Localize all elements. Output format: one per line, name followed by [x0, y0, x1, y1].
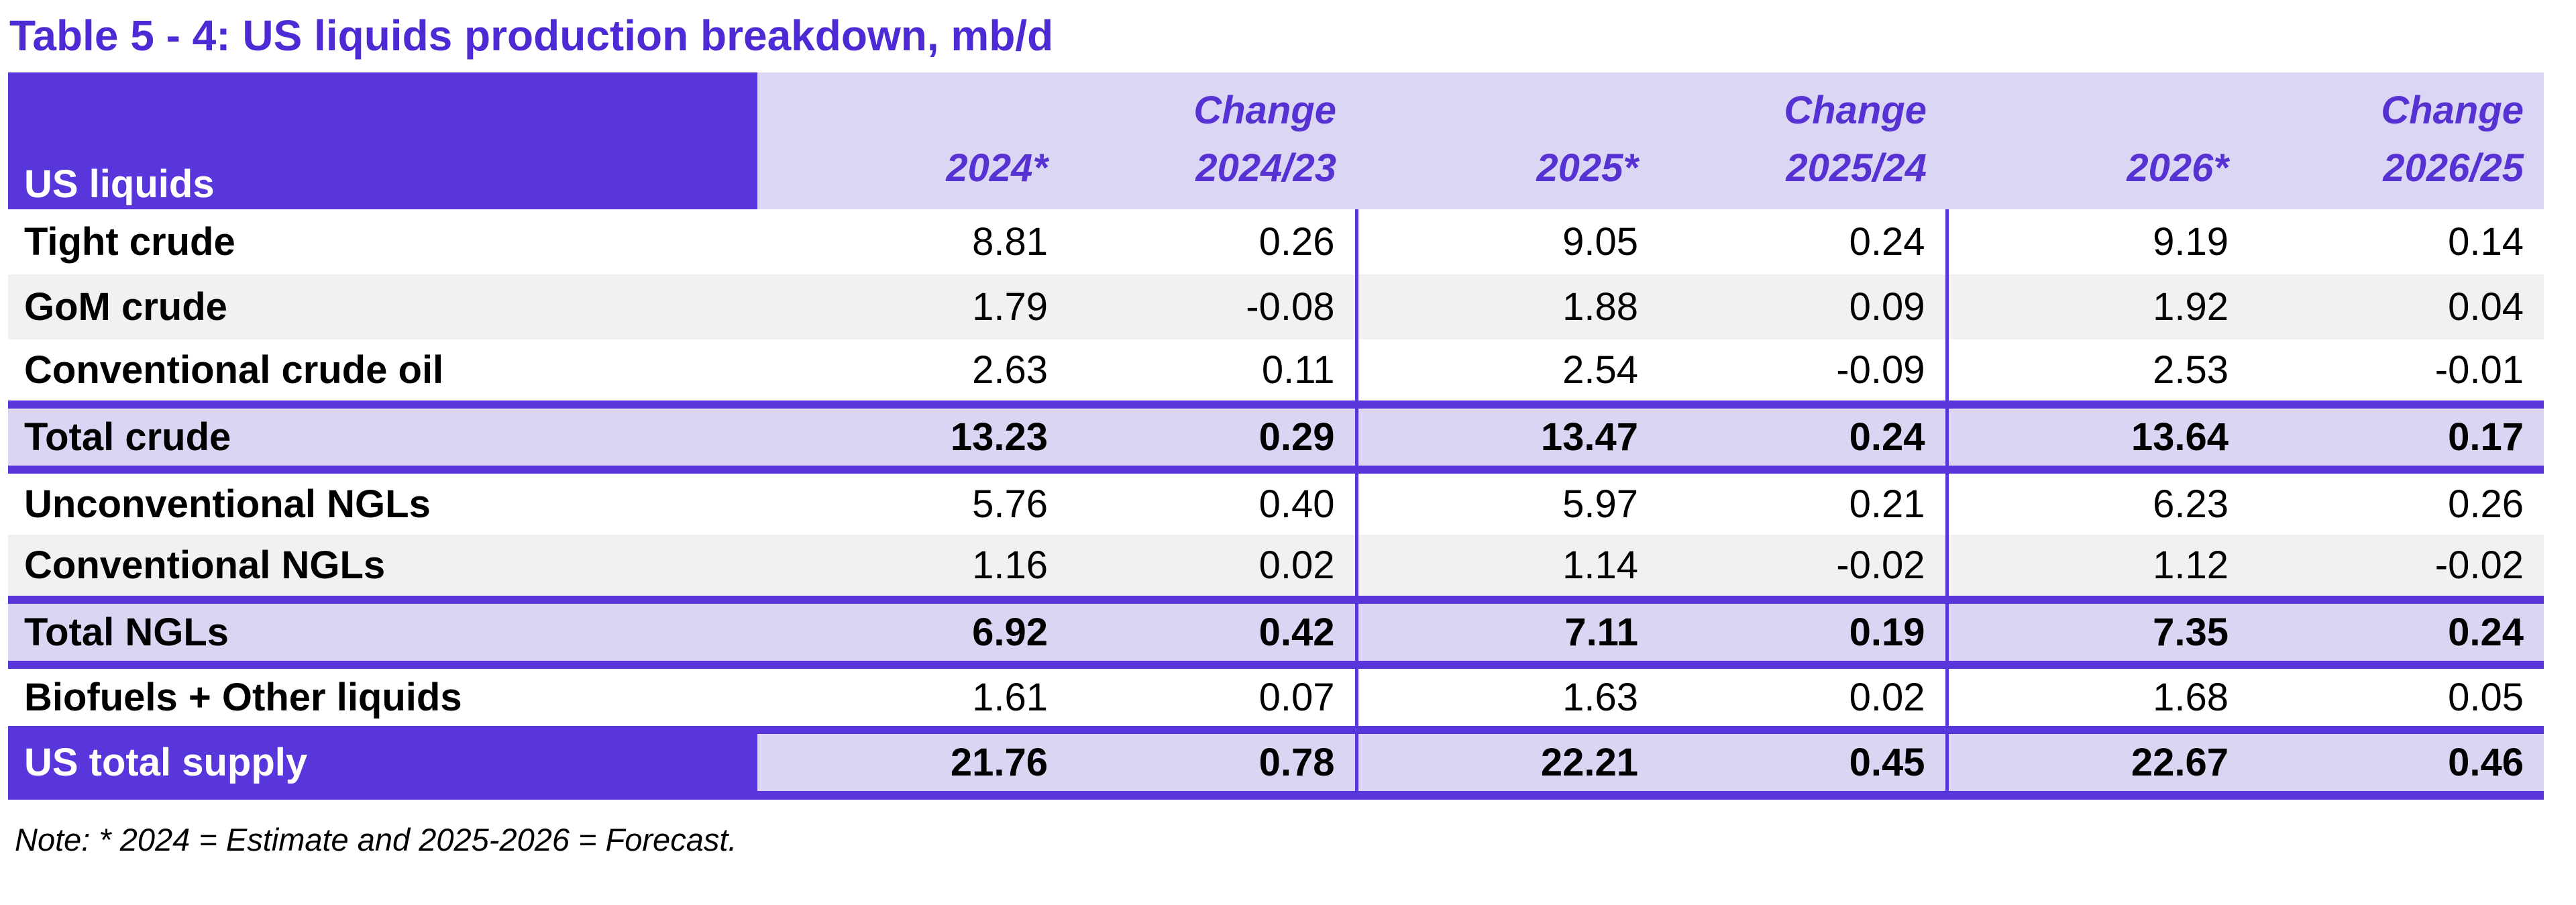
- table-row: Conventional NGLs 1.16 0.02 1.14 -0.02 1.12 -0…: [8, 535, 2544, 600]
- cell-value: 22.67: [1945, 730, 2249, 795]
- cell-value: 13.23: [950, 415, 1048, 459]
- header-us-liquids-label: US liquids: [8, 72, 757, 209]
- cell-value: 1.68: [1945, 665, 2249, 730]
- cell-value: -0.09: [1836, 348, 1925, 392]
- cell-value: 9.05: [1354, 209, 1658, 274]
- cell-value: 1.88: [1354, 274, 1658, 339]
- header-year-2025: 2025*: [1356, 136, 1658, 209]
- cell-value: 0.26: [1258, 220, 1335, 264]
- header-change-period-2025-24: 2025/24: [1658, 136, 1947, 209]
- cell-value: 1.63: [1354, 665, 1658, 730]
- cell-value: 0.24: [2448, 610, 2524, 654]
- table-title: Table 5 - 4: US liquids production break…: [9, 11, 1054, 60]
- row-label: Total NGLs: [24, 610, 229, 654]
- cell-value: 9.19: [1945, 209, 2249, 274]
- cell-value: 21.76: [950, 740, 1048, 784]
- cell-value: 0.02: [1849, 676, 1925, 719]
- cell-value: 0.29: [1258, 415, 1335, 459]
- cell-value: 1.61: [972, 676, 1048, 719]
- row-label: Unconventional NGLs: [24, 482, 431, 526]
- header-change-label-2024: Change: [1068, 72, 1356, 136]
- header-year-2024: 2024*: [757, 136, 1068, 209]
- header-year-2026: 2026*: [1947, 136, 2249, 209]
- cell-value: 22.21: [1354, 730, 1658, 795]
- table-row: Tight crude 8.81 0.26 9.05 0.24 9.19 0.14: [8, 209, 2544, 274]
- row-label: Conventional NGLs: [24, 543, 386, 587]
- cell-value: 2.53: [1945, 339, 2249, 405]
- table-body: Tight crude 8.81 0.26 9.05 0.24 9.19 0.14 GoM c…: [8, 209, 2544, 795]
- cell-value: 0.21: [1849, 482, 1925, 526]
- cell-value: 0.11: [1261, 348, 1335, 392]
- row-label: Conventional crude oil: [24, 348, 444, 392]
- cell-value: 1.79: [972, 285, 1048, 329]
- header-spacer-2025: [1356, 72, 1658, 136]
- row-label: Total crude: [24, 415, 231, 459]
- header-row-years: 2024* 2024/23 2025* 2025/24 2026* 2026/2…: [8, 136, 2544, 209]
- cell-value: 8.81: [972, 220, 1048, 264]
- cell-value: 2.63: [972, 348, 1048, 392]
- cell-value: 1.12: [1945, 535, 2249, 600]
- cell-value: 0.09: [1849, 285, 1925, 329]
- cell-value: 0.04: [2448, 285, 2524, 329]
- row-label: Biofuels + Other liquids: [24, 676, 462, 719]
- table-row: Total crude 13.23 0.29 13.47 0.24 13.64 0.17: [8, 405, 2544, 470]
- cell-value: 0.14: [2448, 220, 2524, 264]
- cell-value: 6.23: [1945, 470, 2249, 535]
- table-row: Unconventional NGLs 5.76 0.40 5.97 0.21 6.23 0…: [8, 470, 2544, 535]
- header-change-label-2025: Change: [1658, 72, 1947, 136]
- header-spacer-2024: [757, 72, 1068, 136]
- cell-value: 0.05: [2448, 676, 2524, 719]
- header-change-label-2026: Change: [2249, 72, 2544, 136]
- header-change-period-2026-25: 2026/25: [2249, 136, 2544, 209]
- cell-value: 13.47: [1354, 405, 1658, 470]
- cell-value: 0.24: [1849, 415, 1925, 459]
- header-spacer-2026: [1947, 72, 2249, 136]
- cell-value: 2.54: [1354, 339, 1658, 405]
- header-row-change: US liquids Change Change Change: [8, 72, 2544, 209]
- cell-value: 1.92: [1945, 274, 2249, 339]
- cell-value: -0.01: [2434, 348, 2524, 392]
- cell-value: 6.92: [972, 610, 1048, 654]
- table-row: Conventional crude oil 2.63 0.11 2.54 -0.09 2…: [8, 339, 2544, 405]
- table-row: GoM crude 1.79 -0.08 1.88 0.09 1.92 0.04: [8, 274, 2544, 339]
- table-row: Total NGLs 6.92 0.42 7.11 0.19 7.35 0.24: [8, 600, 2544, 665]
- cell-value: -0.02: [2434, 543, 2524, 587]
- table-header: US liquids Change Change Change 2024* 20…: [8, 72, 2544, 209]
- cell-value: 0.45: [1849, 740, 1925, 784]
- cell-value: 5.97: [1354, 470, 1658, 535]
- row-label: US total supply: [8, 730, 757, 795]
- table-row: US total supply 21.76 0.78 22.21 0.45 22.67 0.…: [8, 730, 2544, 795]
- footnote: Note: * 2024 = Estimate and 2025-2026 = …: [15, 821, 737, 857]
- cell-value: 7.35: [1945, 600, 2249, 665]
- cell-value: 1.14: [1354, 535, 1658, 600]
- cell-value: 0.46: [2448, 740, 2524, 784]
- cell-value: -0.02: [1836, 543, 1925, 587]
- cell-value: 5.76: [972, 482, 1048, 526]
- row-label: Tight crude: [24, 220, 235, 264]
- row-label: GoM crude: [24, 285, 227, 329]
- table-row: Biofuels + Other liquids 1.61 0.07 1.63 0.02…: [8, 665, 2544, 730]
- cell-value: 0.78: [1258, 740, 1335, 784]
- cell-value: 0.24: [1849, 220, 1925, 264]
- cell-value: 0.42: [1258, 610, 1335, 654]
- cell-value: 0.17: [2448, 415, 2524, 459]
- cell-value: 1.16: [972, 543, 1048, 587]
- cell-value: 13.64: [1945, 405, 2249, 470]
- cell-value: 0.19: [1849, 610, 1925, 654]
- header-change-period-2024-23: 2024/23: [1068, 136, 1356, 209]
- us-liquids-table: US liquids Change Change Change 2024* 20…: [8, 72, 2544, 800]
- cell-value: 0.26: [2448, 482, 2524, 526]
- cell-value: 0.07: [1258, 676, 1335, 719]
- cell-value: -0.08: [1246, 285, 1335, 329]
- cell-value: 0.40: [1258, 482, 1335, 526]
- cell-value: 0.02: [1258, 543, 1335, 587]
- cell-value: 7.11: [1354, 600, 1658, 665]
